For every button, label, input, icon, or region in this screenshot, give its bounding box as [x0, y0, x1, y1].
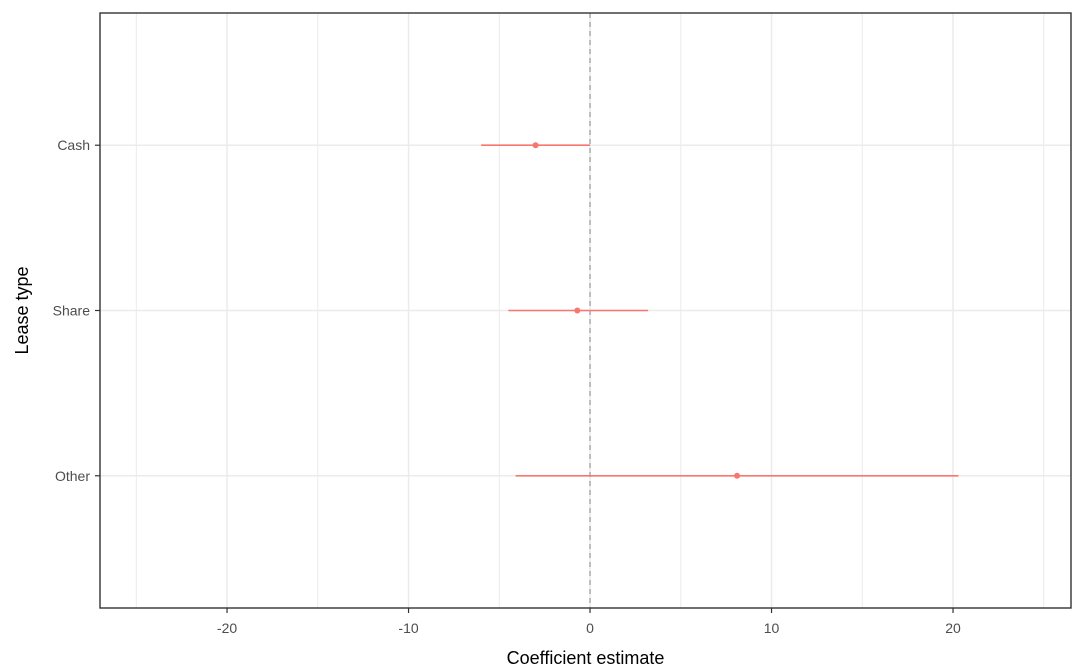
y-tick-label: Cash — [57, 137, 90, 153]
estimate-point-cash — [532, 142, 539, 149]
y-tick-label: Other — [55, 468, 90, 484]
y-tick-label: Share — [53, 303, 91, 319]
estimate-point-other — [734, 472, 741, 479]
x-tick-label: -10 — [398, 620, 418, 636]
x-axis-title: Coefficient estimate — [507, 648, 665, 667]
x-tick-label: 10 — [764, 620, 780, 636]
marks-layer — [481, 142, 959, 479]
x-axis: -20 -10 0 10 20 — [217, 608, 961, 636]
x-tick-label: -20 — [217, 620, 237, 636]
x-tick-label: 20 — [945, 620, 961, 636]
y-axis-title: Lease type — [12, 266, 32, 354]
x-tick-label: 0 — [586, 620, 594, 636]
y-axis: Cash Share Other — [53, 137, 100, 484]
estimate-point-share — [574, 307, 581, 314]
